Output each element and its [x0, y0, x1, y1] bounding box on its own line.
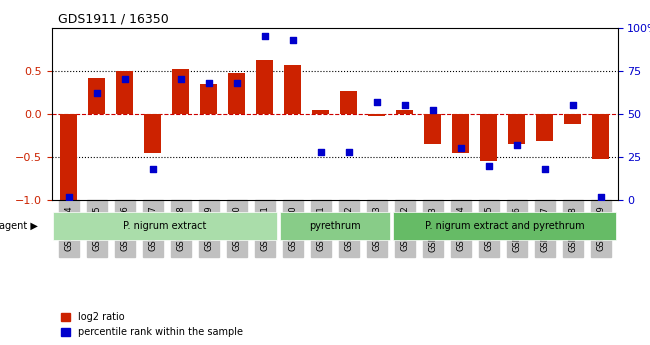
- Point: [315, 149, 326, 155]
- Point: [148, 166, 158, 172]
- Point: [203, 80, 214, 86]
- FancyBboxPatch shape: [280, 212, 390, 240]
- Text: P. nigrum extract: P. nigrum extract: [124, 221, 207, 231]
- Bar: [88, 78, 105, 114]
- Point: [287, 37, 298, 42]
- Bar: [536, 114, 553, 141]
- Bar: [256, 60, 273, 114]
- Text: agent ▶: agent ▶: [0, 221, 38, 231]
- Text: GDS1911 / 16350: GDS1911 / 16350: [58, 12, 168, 25]
- Bar: [369, 114, 385, 117]
- Point: [92, 90, 102, 96]
- FancyBboxPatch shape: [53, 212, 277, 240]
- Point: [540, 166, 550, 172]
- Bar: [564, 114, 581, 124]
- Bar: [592, 114, 609, 159]
- Point: [400, 102, 410, 108]
- Bar: [116, 71, 133, 114]
- Bar: [480, 114, 497, 161]
- Bar: [60, 114, 77, 200]
- Point: [176, 77, 186, 82]
- Bar: [424, 114, 441, 144]
- Bar: [172, 69, 189, 114]
- Bar: [452, 114, 469, 152]
- Point: [428, 108, 438, 113]
- Bar: [396, 110, 413, 114]
- Bar: [508, 114, 525, 144]
- Point: [456, 146, 466, 151]
- Point: [344, 149, 354, 155]
- Bar: [200, 84, 217, 114]
- FancyBboxPatch shape: [393, 212, 616, 240]
- Bar: [144, 114, 161, 152]
- Legend: log2 ratio, percentile rank within the sample: log2 ratio, percentile rank within the s…: [57, 308, 247, 341]
- Point: [512, 142, 522, 148]
- Bar: [284, 65, 301, 114]
- Point: [372, 99, 382, 105]
- Text: P. nigrum extract and pyrethrum: P. nigrum extract and pyrethrum: [424, 221, 584, 231]
- Point: [567, 102, 578, 108]
- Bar: [341, 91, 357, 114]
- Point: [120, 77, 130, 82]
- Text: pyrethrum: pyrethrum: [309, 221, 361, 231]
- Point: [231, 80, 242, 86]
- Point: [595, 194, 606, 199]
- Bar: [228, 73, 245, 114]
- Point: [259, 33, 270, 39]
- Bar: [313, 110, 329, 114]
- Point: [484, 163, 494, 168]
- Point: [64, 194, 74, 199]
